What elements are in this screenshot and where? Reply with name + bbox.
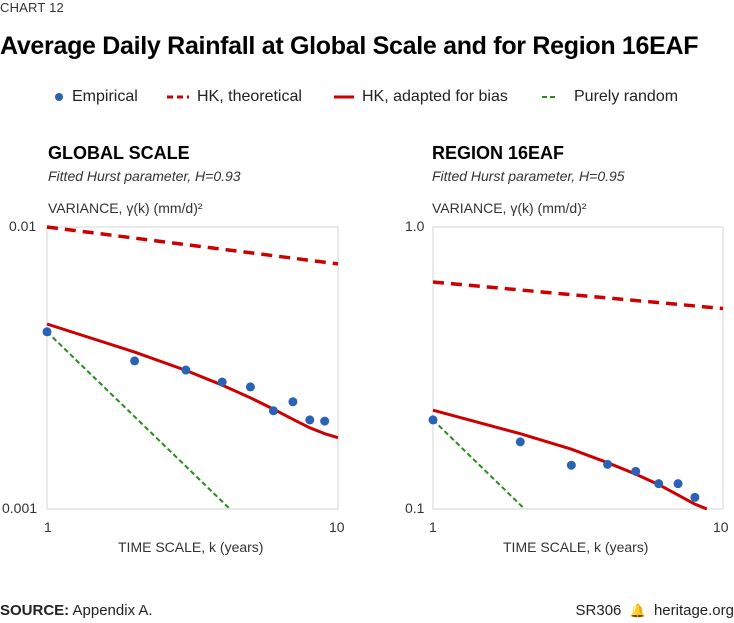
legend-line-icon bbox=[334, 95, 354, 99]
panel-title-global: GLOBAL SCALE bbox=[48, 143, 190, 163]
chart-number-label: CHART 12 bbox=[0, 0, 64, 15]
hk-theoretical-line bbox=[46, 225, 339, 266]
bell-logo-icon: 🔔 bbox=[629, 603, 646, 618]
y-axis-label-region: VARIANCE, γ(k) (mm/d)² bbox=[432, 200, 587, 216]
legend-label: Purely random bbox=[574, 88, 679, 105]
legend-dash-icon bbox=[167, 95, 189, 99]
legend-item-hk-adapted: HK, adapted for bias bbox=[334, 88, 508, 106]
y-axis-label-global: VARIANCE, γ(k) (mm/d)² bbox=[48, 200, 203, 216]
x-tick-label: 10 bbox=[329, 519, 345, 535]
footer-credit: SR306 🔔 heritage.org bbox=[576, 602, 734, 619]
empirical-point bbox=[268, 406, 278, 416]
panel-subtitle-region: Fitted Hurst parameter, H=0.95 bbox=[432, 168, 625, 184]
empirical-point bbox=[320, 416, 330, 426]
chart-title: Average Daily Rainfall at Global Scale a… bbox=[0, 32, 699, 60]
plot-frame bbox=[46, 226, 339, 510]
empirical-point bbox=[288, 397, 298, 407]
empirical-point bbox=[305, 415, 315, 425]
x-axis-label-global: TIME SCALE, k (years) bbox=[118, 539, 264, 555]
empirical-point bbox=[603, 459, 613, 469]
source-label: SOURCE: bbox=[0, 602, 70, 619]
empirical-point bbox=[130, 356, 140, 366]
empirical-point bbox=[428, 415, 438, 425]
empirical-point bbox=[245, 382, 255, 392]
footer-source: SOURCE: Appendix A. bbox=[0, 602, 153, 619]
purely-random-line bbox=[432, 419, 526, 510]
legend-item-empirical: Empirical bbox=[54, 88, 138, 106]
purely-random-line bbox=[46, 331, 231, 510]
report-id: SR306 bbox=[575, 602, 622, 619]
y-tick-label: 0.1 bbox=[405, 500, 425, 516]
empirical-point bbox=[42, 327, 52, 337]
legend: Empirical HK, theoretical HK, adapted fo… bbox=[0, 88, 734, 110]
legend-dotted-icon bbox=[542, 96, 558, 98]
x-tick-label: 1 bbox=[44, 519, 52, 535]
empirical-point bbox=[566, 460, 576, 470]
legend-label: HK, theoretical bbox=[197, 88, 302, 105]
empirical-point bbox=[690, 492, 700, 502]
empirical-point bbox=[654, 479, 664, 489]
y-tick-label: 0.01 bbox=[9, 218, 37, 234]
legend-dot-icon bbox=[55, 93, 63, 101]
empirical-point bbox=[631, 466, 641, 476]
legend-label: Empirical bbox=[72, 88, 138, 105]
source-text: Appendix A. bbox=[72, 602, 153, 619]
panel-subtitle-global: Fitted Hurst parameter, H=0.93 bbox=[48, 168, 241, 184]
site-link[interactable]: heritage.org bbox=[653, 602, 734, 619]
empirical-point bbox=[217, 377, 227, 387]
empirical-point bbox=[515, 437, 525, 447]
plot-frame bbox=[432, 226, 724, 510]
legend-item-purely-random: Purely random bbox=[542, 88, 678, 106]
x-tick-label: 10 bbox=[713, 519, 729, 535]
empirical-point bbox=[181, 365, 191, 375]
panel-title-region: REGION 16EAF bbox=[432, 143, 565, 163]
x-axis-label-region: TIME SCALE, k (years) bbox=[503, 539, 649, 555]
x-tick-label: 1 bbox=[429, 519, 437, 535]
hk-theoretical-line bbox=[432, 280, 724, 311]
hk-adapted-line bbox=[46, 322, 339, 440]
y-tick-label: 1.0 bbox=[405, 218, 425, 234]
legend-label: HK, adapted for bias bbox=[362, 88, 508, 105]
y-tick-label: 0.001 bbox=[2, 500, 38, 516]
empirical-point bbox=[673, 479, 683, 489]
legend-item-hk-theoretical: HK, theoretical bbox=[167, 88, 302, 106]
